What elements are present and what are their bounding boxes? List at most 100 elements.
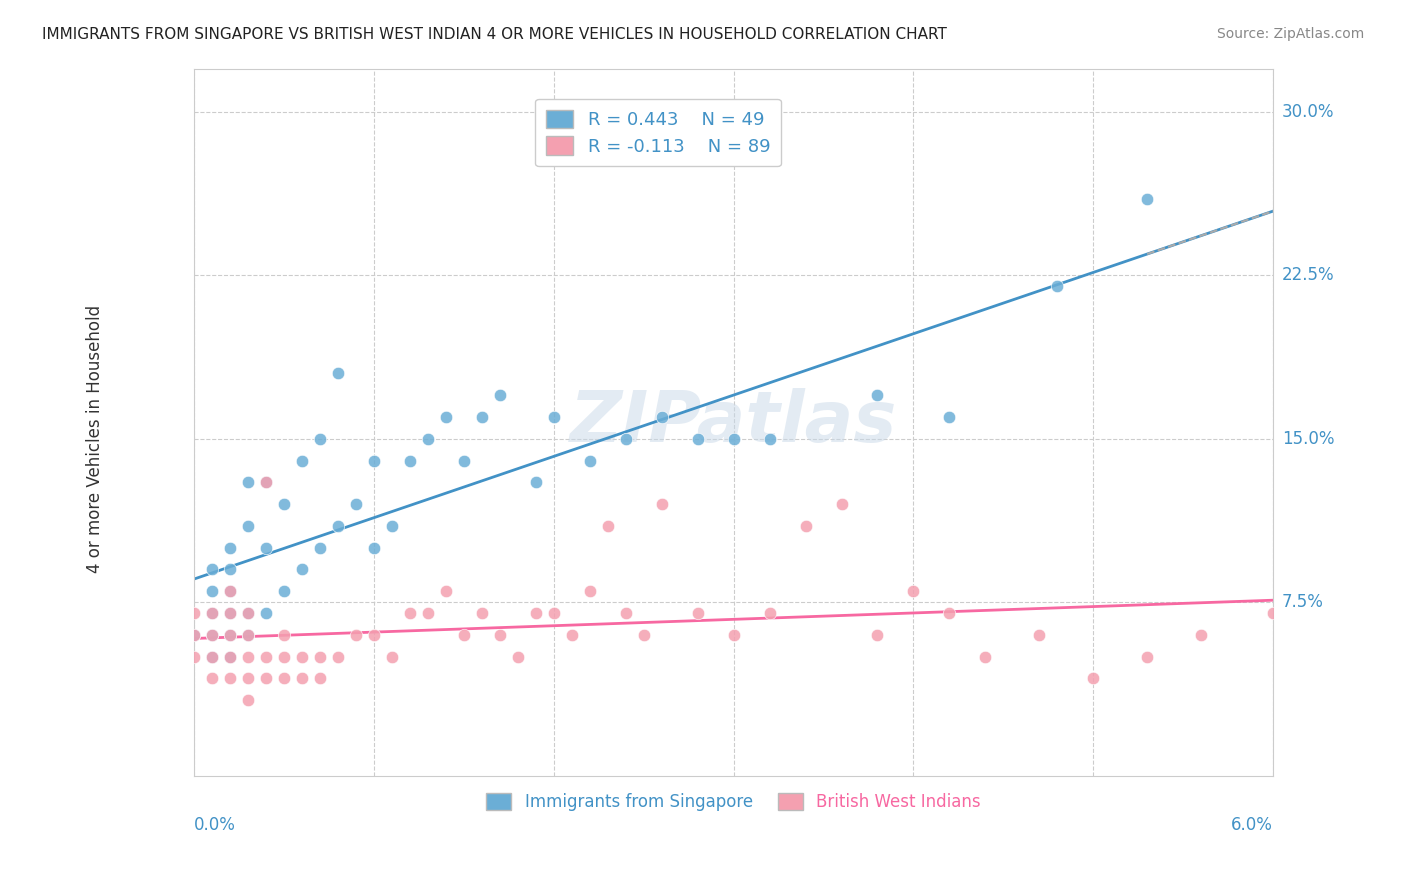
Point xyxy=(758,606,780,620)
Point xyxy=(363,628,385,642)
Point xyxy=(291,453,314,467)
Point xyxy=(416,606,439,620)
Point xyxy=(489,388,512,402)
Point xyxy=(686,606,709,620)
Point xyxy=(831,497,853,511)
Point xyxy=(596,519,619,533)
Text: 0.0%: 0.0% xyxy=(194,815,236,833)
Point xyxy=(1136,649,1159,664)
Point xyxy=(578,453,600,467)
Point xyxy=(236,628,259,642)
Point xyxy=(254,649,277,664)
Point xyxy=(219,562,242,576)
Point xyxy=(723,432,745,446)
Point xyxy=(254,606,277,620)
Point xyxy=(309,649,332,664)
Point xyxy=(326,649,349,664)
Text: 15.0%: 15.0% xyxy=(1282,430,1334,448)
Point xyxy=(254,475,277,490)
Text: ZIPatlas: ZIPatlas xyxy=(569,388,897,457)
Text: 30.0%: 30.0% xyxy=(1282,103,1334,121)
Point xyxy=(471,409,494,424)
Point xyxy=(219,606,242,620)
Point xyxy=(344,497,367,511)
Point xyxy=(416,432,439,446)
Point xyxy=(201,649,224,664)
Point xyxy=(578,584,600,599)
Point xyxy=(381,519,404,533)
Point xyxy=(1136,192,1159,206)
Point xyxy=(723,628,745,642)
Text: 22.5%: 22.5% xyxy=(1282,267,1334,285)
Point xyxy=(219,584,242,599)
Point xyxy=(1189,628,1212,642)
Point xyxy=(201,584,224,599)
Point xyxy=(291,649,314,664)
Point xyxy=(614,606,637,620)
Point xyxy=(344,628,367,642)
Legend: Immigrants from Singapore, British West Indians: Immigrants from Singapore, British West … xyxy=(479,786,987,818)
Point xyxy=(651,409,673,424)
Point xyxy=(434,584,457,599)
Point xyxy=(201,649,224,664)
Point xyxy=(651,497,673,511)
Text: 4 or more Vehicles in Household: 4 or more Vehicles in Household xyxy=(86,305,104,573)
Point xyxy=(363,541,385,555)
Text: Source: ZipAtlas.com: Source: ZipAtlas.com xyxy=(1216,27,1364,41)
Point xyxy=(201,671,224,685)
Point xyxy=(524,475,547,490)
Point xyxy=(399,453,422,467)
Point xyxy=(219,671,242,685)
Point xyxy=(219,584,242,599)
Point xyxy=(1261,606,1284,620)
Point xyxy=(236,475,259,490)
Point xyxy=(183,628,205,642)
Point xyxy=(381,649,404,664)
Point xyxy=(561,628,583,642)
Point xyxy=(236,671,259,685)
Point xyxy=(974,649,997,664)
Point xyxy=(1028,628,1050,642)
Point xyxy=(254,541,277,555)
Point xyxy=(543,606,565,620)
Point xyxy=(903,584,925,599)
Point xyxy=(399,606,422,620)
Point xyxy=(614,432,637,446)
Point xyxy=(219,628,242,642)
Point xyxy=(506,649,529,664)
Point xyxy=(1046,279,1069,293)
Point xyxy=(183,649,205,664)
Point xyxy=(489,628,512,642)
Point xyxy=(938,606,960,620)
Point xyxy=(219,541,242,555)
Text: IMMIGRANTS FROM SINGAPORE VS BRITISH WEST INDIAN 4 OR MORE VEHICLES IN HOUSEHOLD: IMMIGRANTS FROM SINGAPORE VS BRITISH WES… xyxy=(42,27,948,42)
Point xyxy=(236,519,259,533)
Point xyxy=(434,409,457,424)
Point xyxy=(183,628,205,642)
Text: 7.5%: 7.5% xyxy=(1282,593,1324,611)
Point xyxy=(326,367,349,381)
Point xyxy=(236,693,259,707)
Point xyxy=(201,562,224,576)
Point xyxy=(273,671,295,685)
Point xyxy=(254,475,277,490)
Point xyxy=(236,649,259,664)
Point xyxy=(219,649,242,664)
Point xyxy=(183,606,205,620)
Point xyxy=(219,628,242,642)
Point xyxy=(471,606,494,620)
Point xyxy=(254,671,277,685)
Text: 6.0%: 6.0% xyxy=(1232,815,1272,833)
Point xyxy=(1083,671,1105,685)
Point xyxy=(219,649,242,664)
Point xyxy=(291,562,314,576)
Point xyxy=(201,628,224,642)
Point xyxy=(236,606,259,620)
Point xyxy=(453,628,475,642)
Point xyxy=(363,453,385,467)
Point xyxy=(273,628,295,642)
Point xyxy=(273,649,295,664)
Point xyxy=(236,628,259,642)
Point xyxy=(291,671,314,685)
Point xyxy=(543,409,565,424)
